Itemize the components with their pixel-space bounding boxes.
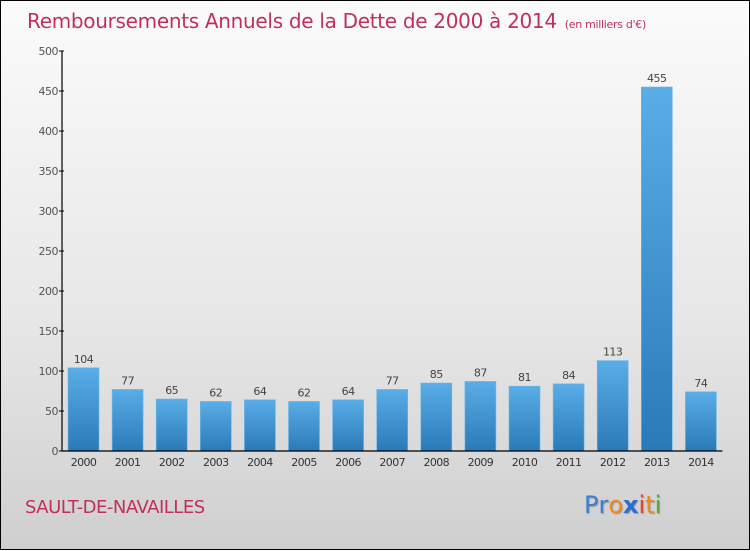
x-tick-label-2007: 2007 [379,456,405,469]
data-label-2006: 64 [342,385,355,398]
y-tick-label: 400 [39,125,59,138]
data-label-2003: 62 [209,386,222,399]
x-tick-label-2008: 2008 [423,456,449,469]
bar-2011 [552,383,585,452]
logo-letter: t [645,491,655,519]
data-label-2001: 77 [121,374,134,387]
x-tick-label-2001: 2001 [115,456,141,469]
logo-letter: x [623,491,639,519]
bar-2000 [67,367,100,452]
y-tick-label: 350 [39,165,59,178]
y-axis: 0 50 100 150 200 250 300 350 400 450 500 [39,45,64,458]
bar-2002 [155,398,188,452]
x-tick-label-2003: 2003 [203,456,229,469]
y-tick-label: 250 [39,245,59,258]
x-tick-label-2013: 2013 [644,456,670,469]
bar-2010 [508,385,541,452]
x-axis: 2000 2001 2002 2003 2004 2005 2006 2007 2008 2009… [62,450,723,469]
data-label-2012: 113 [603,346,623,359]
bar-2009 [464,381,497,452]
y-tick-label: 100 [39,365,59,378]
data-label-2008: 85 [430,368,443,381]
y-tick-label: 200 [39,285,59,298]
x-tick-label-2005: 2005 [291,456,317,469]
data-label-2002: 65 [165,384,178,397]
data-label-2005: 62 [298,386,311,399]
x-tick-label-2014: 2014 [688,456,714,469]
chart-title: Remboursements Annuels de la Dette de 20… [27,9,646,33]
y-tick-label: 500 [39,45,59,58]
y-tick-label: 0 [52,445,59,458]
commune-name: SAULT-DE-NAVAILLES [25,497,205,518]
x-tick-label-2010: 2010 [512,456,538,469]
y-tick-label: 50 [45,405,58,418]
bar-2014 [685,391,717,452]
proxiti-logo[interactable]: Proxiti [584,491,661,519]
x-tick-label-2004: 2004 [247,456,273,469]
x-tick-label-2000: 2000 [71,456,97,469]
data-label-2000: 104 [74,353,94,366]
chart-subtitle: (en milliers d'€) [564,18,646,31]
bar-2007 [376,389,409,452]
logo-letter: P [584,491,599,519]
bar-2006 [332,399,364,452]
logo-letter: o [608,491,624,519]
bar-2004 [244,399,276,452]
x-tick-label-2009: 2009 [468,456,494,469]
logo-letter: i [654,491,662,519]
logo-letter: r [598,491,609,519]
y-tick-label: 150 [39,325,59,338]
x-tick-label-2011: 2011 [556,456,582,469]
data-label-2009: 87 [474,366,487,379]
bar-2013 [640,86,673,452]
x-tick-label-2002: 2002 [159,456,185,469]
bar-2008 [420,382,453,452]
y-tick-label: 300 [39,205,59,218]
data-label-2014: 74 [694,377,707,390]
bars: 104 77 65 62 64 62 64 77 85 87 81 84 113 455 74 [67,72,717,452]
chart-title-text: Remboursements Annuels de la Dette de 20… [27,9,557,33]
bar-2012 [596,360,629,452]
y-tick-label: 450 [39,85,59,98]
x-tick-label-2012: 2012 [600,456,626,469]
logo-letter: i [638,491,646,519]
data-label-2007: 77 [386,374,399,387]
data-label-2013: 455 [647,72,667,85]
data-label-2011: 84 [562,369,575,382]
x-tick-label-2006: 2006 [335,456,361,469]
data-label-2010: 81 [518,371,531,384]
bar-2001 [111,389,144,452]
data-label-2004: 64 [253,385,266,398]
bar-2005 [288,401,320,452]
bar-2003 [200,401,232,452]
